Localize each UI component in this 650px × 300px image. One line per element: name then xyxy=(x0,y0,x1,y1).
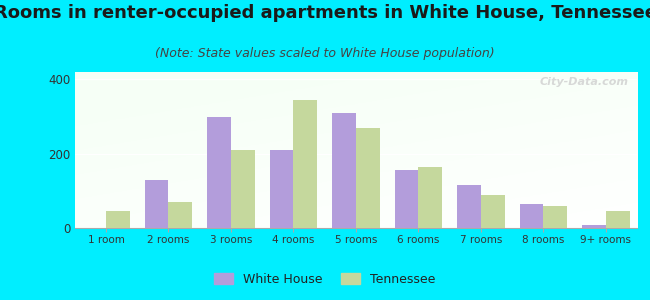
Bar xyxy=(168,202,192,228)
Bar xyxy=(543,206,567,228)
Bar xyxy=(395,170,419,228)
Bar xyxy=(145,180,168,228)
Bar xyxy=(207,117,231,228)
Bar xyxy=(270,150,293,228)
Bar xyxy=(519,204,543,228)
Bar xyxy=(457,185,481,228)
Bar xyxy=(606,211,629,228)
Bar xyxy=(106,211,130,228)
Bar xyxy=(356,128,380,228)
Bar xyxy=(481,195,504,228)
Legend: White House, Tennessee: White House, Tennessee xyxy=(209,268,441,291)
Text: Rooms in renter-occupied apartments in White House, Tennessee: Rooms in renter-occupied apartments in W… xyxy=(0,4,650,22)
Text: City-Data.com: City-Data.com xyxy=(540,77,629,87)
Bar xyxy=(419,167,442,228)
Text: (Note: State values scaled to White House population): (Note: State values scaled to White Hous… xyxy=(155,46,495,59)
Bar xyxy=(231,150,255,228)
Bar xyxy=(293,100,317,228)
Bar xyxy=(582,225,606,228)
Bar xyxy=(332,113,356,228)
